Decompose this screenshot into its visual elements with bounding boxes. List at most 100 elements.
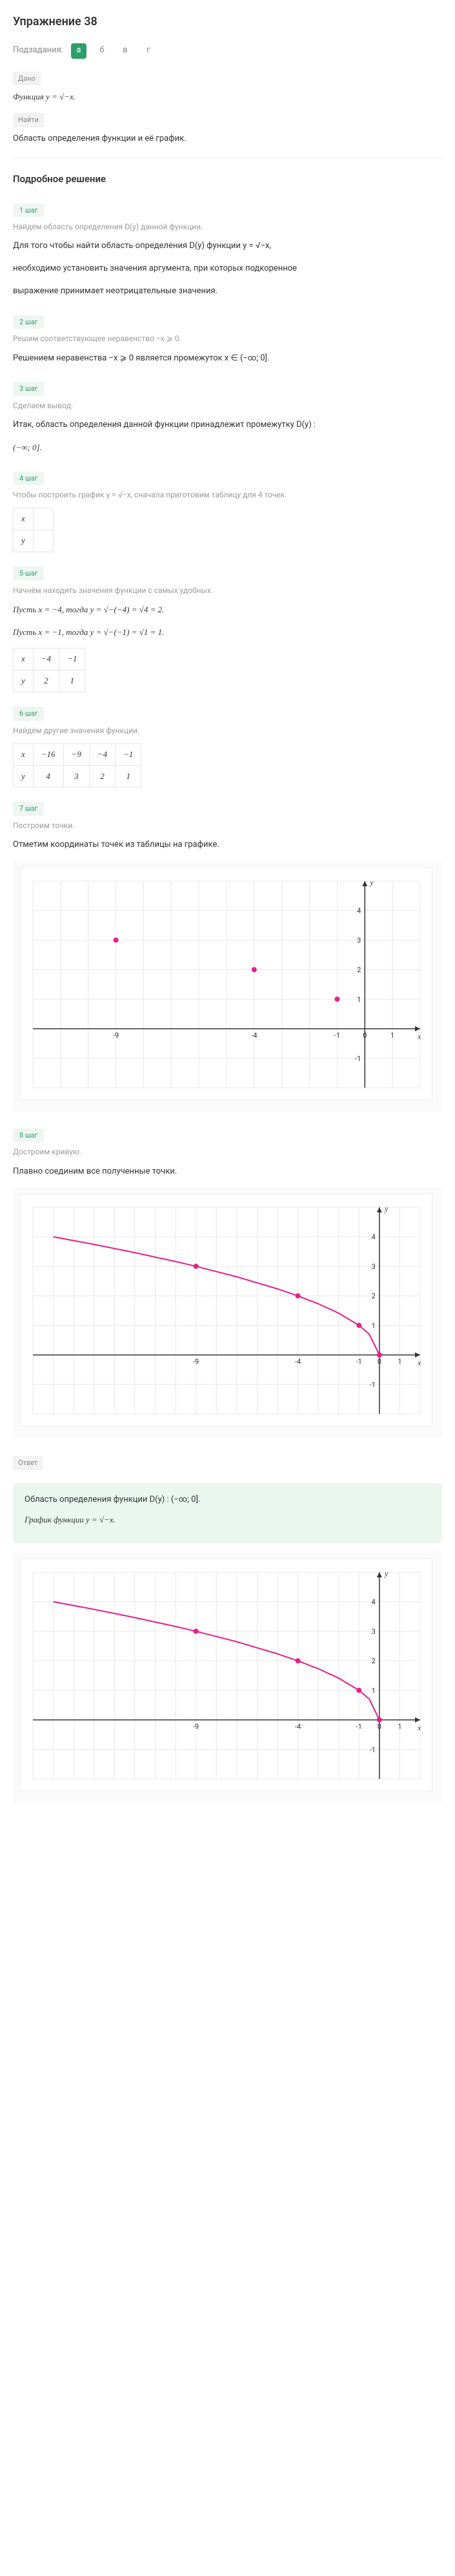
step-6-badge: 6 шаг	[13, 707, 44, 721]
svg-text:-1: -1	[370, 1746, 376, 1754]
table-xy-empty: x y	[13, 508, 54, 552]
table-cell: y	[14, 670, 34, 692]
table-cell: 4	[33, 765, 63, 787]
step-2-caption: Решим соответствующее неравенство −x ⩾ 0…	[13, 333, 442, 345]
step-4-caption: Чтобы построить график y = √−x, сначала …	[13, 489, 442, 501]
find-text: Область определения функции и её график.	[13, 132, 442, 146]
table-cell: x	[14, 743, 34, 765]
subtasks-row: Подзадания: а б в г	[13, 43, 442, 59]
svg-text:1: 1	[357, 995, 361, 1004]
answer-box: Область определения функции D(y) : (−∞; …	[13, 1483, 442, 1544]
svg-text:3: 3	[357, 936, 361, 944]
svg-text:-1: -1	[356, 1723, 362, 1731]
step-8-caption: Достроим кривую.	[13, 1146, 442, 1158]
answer-line-0: Область определения функции D(y) : (−∞; …	[25, 1493, 430, 1507]
page-title: Упражнение 38	[13, 13, 442, 32]
step-1-line-1: необходимо установить значения аргумента…	[13, 262, 442, 276]
svg-text:4: 4	[372, 1233, 376, 1241]
chart-3: xy-9-4-101-11234	[19, 1559, 432, 1791]
step-1-line-0: Для того чтобы найти область определения…	[13, 240, 442, 253]
table-cell: 1	[59, 670, 85, 692]
solution-heading: Подробное решение	[13, 171, 442, 187]
step-8-badge: 8 шаг	[13, 1128, 44, 1143]
step-3-line-0: Итак, область определения данной функции…	[13, 419, 442, 432]
step-7-caption: Построим точки.	[13, 820, 442, 832]
svg-text:3: 3	[372, 1263, 376, 1271]
svg-text:1: 1	[398, 1358, 401, 1366]
table-cell: −9	[63, 743, 89, 765]
subtask-a[interactable]: а	[71, 43, 86, 59]
step-5-line-1: Пусть x = −1, тогда y = √−(−1) = √1 = 1.	[13, 626, 442, 639]
answer-line-1: График функции y = √−x.	[25, 1513, 430, 1527]
subtasks-label: Подзадания:	[13, 44, 63, 57]
svg-text:x: x	[417, 1032, 421, 1041]
svg-text:-9: -9	[193, 1723, 199, 1731]
svg-text:-4: -4	[295, 1358, 301, 1366]
step-8-line-0: Плавно соединим все полученные точки.	[13, 1165, 442, 1179]
svg-text:4: 4	[357, 907, 361, 915]
svg-text:-9: -9	[113, 1032, 119, 1040]
table-cell: −16	[33, 743, 63, 765]
svg-text:1: 1	[398, 1723, 401, 1731]
svg-text:1: 1	[390, 1032, 394, 1040]
step-1-caption: Найдём область определения D(y) данной ф…	[13, 221, 442, 233]
chart-1: xy-9-4-101-11234	[19, 867, 432, 1100]
table-cell: 2	[33, 670, 59, 692]
chart-1-wrap: xy-9-4-101-11234	[13, 861, 442, 1112]
table-step6: x −16 −9 −4 −1 y 4 3 2 1	[13, 743, 141, 788]
table-cell: −1	[116, 743, 141, 765]
table-cell: y	[14, 530, 34, 552]
table-cell: y	[14, 765, 34, 787]
step-3-badge: 3 шаг	[13, 382, 44, 396]
svg-text:-9: -9	[193, 1358, 199, 1366]
svg-text:2: 2	[357, 966, 361, 974]
svg-text:2: 2	[372, 1657, 376, 1666]
svg-text:-1: -1	[355, 1054, 361, 1063]
find-label: Найти	[13, 113, 44, 127]
step-3-line-1: (−∞; 0].	[13, 441, 442, 455]
table-cell: 1	[116, 765, 141, 787]
answer-label: Ответ	[13, 1456, 43, 1470]
svg-text:0: 0	[378, 1358, 381, 1366]
step-2-line-0: Решением неравенства −x ⩾ 0 является про…	[13, 352, 442, 366]
given-text: Функция y = √−x.	[13, 90, 442, 104]
table-cell: −4	[33, 649, 59, 670]
svg-text:-4: -4	[295, 1723, 301, 1731]
svg-text:-1: -1	[370, 1381, 376, 1389]
subtask-g[interactable]: г	[141, 43, 156, 59]
svg-text:4: 4	[372, 1598, 376, 1606]
step-5-caption: Начнём находить значения функции с самых…	[13, 585, 442, 597]
table-cell: −4	[89, 743, 115, 765]
step-6-caption: Найдём другие значения функции.	[13, 725, 442, 737]
table-cell: 2	[89, 765, 115, 787]
chart-2: x y -9 -4 -1 0 1 -1 1 2 3 4	[19, 1194, 432, 1426]
step-3-caption: Сделаем вывод.	[13, 400, 442, 412]
step-4-badge: 4 шаг	[13, 472, 44, 486]
svg-text:1: 1	[372, 1687, 376, 1695]
step-5-badge: 5 шаг	[13, 566, 44, 581]
svg-text:2: 2	[372, 1293, 376, 1301]
svg-text:x: x	[417, 1358, 421, 1367]
table-step5: x −4 −1 y 2 1	[13, 648, 85, 692]
step-1-line-2: выражение принимает неотрицательные знач…	[13, 285, 442, 298]
svg-text:3: 3	[372, 1628, 376, 1636]
step-7-line-0: Отметим координаты точек из таблицы на г…	[13, 838, 442, 852]
chart-3-wrap: xy-9-4-101-11234	[13, 1552, 442, 1803]
chart-2-wrap: x y -9 -4 -1 0 1 -1 1 2 3 4	[13, 1187, 442, 1438]
subtask-b[interactable]: б	[94, 43, 110, 59]
svg-text:0: 0	[378, 1723, 381, 1731]
svg-text:y: y	[384, 1204, 389, 1213]
svg-text:1: 1	[372, 1322, 376, 1330]
table-cell: −1	[59, 649, 85, 670]
svg-text:-4: -4	[251, 1032, 257, 1040]
svg-text:y: y	[384, 1569, 389, 1578]
svg-text:y: y	[369, 878, 374, 887]
given-label: Дано	[13, 72, 41, 86]
table-cell: x	[14, 508, 34, 530]
step-7-badge: 7 шаг	[13, 802, 44, 816]
subtask-v[interactable]: в	[117, 43, 133, 59]
table-cell: x	[14, 649, 34, 670]
step-2-badge: 2 шаг	[13, 315, 44, 329]
step-5-line-0: Пусть x = −4, тогда y = √−(−4) = √4 = 2.	[13, 603, 442, 617]
svg-text:-1: -1	[356, 1358, 362, 1366]
